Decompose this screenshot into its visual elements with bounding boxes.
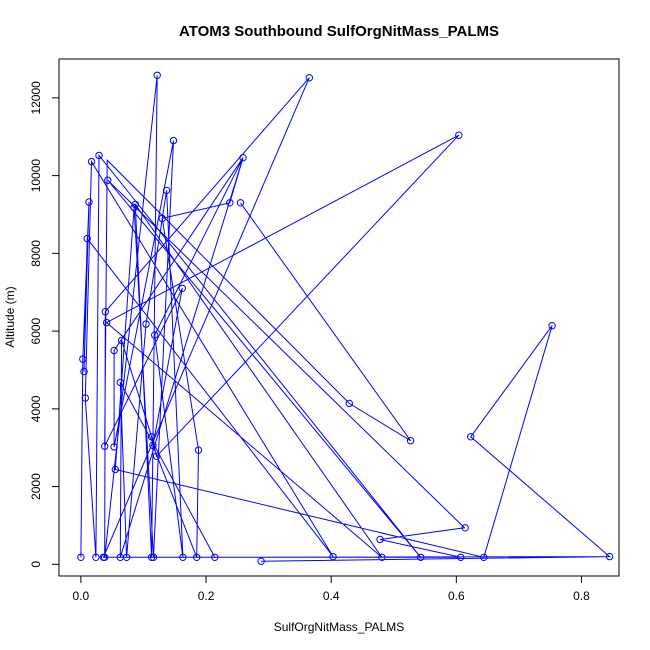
x-tick-label: 0.2 — [198, 589, 215, 603]
data-point — [461, 524, 469, 532]
data-point — [193, 553, 201, 561]
data-point — [169, 136, 178, 145]
data-point — [605, 552, 614, 561]
data-point — [455, 131, 463, 139]
data-point — [142, 320, 150, 328]
data-point — [122, 553, 131, 561]
y-tick-label: 8000 — [29, 240, 43, 267]
data-point — [457, 553, 465, 561]
data-point — [80, 367, 88, 376]
series-points — [77, 71, 614, 565]
data-point — [149, 441, 157, 450]
data-point — [111, 465, 120, 474]
data-point — [81, 394, 90, 402]
data-point — [79, 355, 87, 363]
data-point — [101, 308, 110, 316]
x-axis-label: SulfOrgNitMass_PALMS — [274, 620, 404, 634]
data-point — [95, 151, 103, 160]
data-point — [110, 443, 118, 451]
data-point — [194, 446, 203, 454]
x-tick-label: 0.6 — [448, 589, 465, 603]
data-point — [236, 199, 245, 207]
data-point — [104, 176, 112, 185]
data-point — [83, 234, 91, 243]
data-point — [101, 553, 109, 561]
data-point — [152, 452, 161, 460]
data-point — [329, 552, 337, 561]
data-point — [257, 557, 265, 565]
data-point — [147, 553, 156, 561]
data-point — [179, 553, 187, 561]
series-path — [80, 75, 611, 562]
data-point — [480, 553, 488, 561]
data-point — [239, 154, 247, 162]
y-tick-label: 4000 — [29, 395, 43, 422]
data-point — [467, 433, 475, 441]
data-point — [87, 157, 96, 166]
data-point — [548, 322, 556, 330]
data-point — [345, 399, 353, 408]
data-point — [417, 553, 425, 561]
data-point — [102, 318, 111, 327]
data-point — [378, 553, 386, 561]
data-point — [92, 553, 100, 561]
data-point — [85, 198, 93, 206]
data-point — [153, 71, 161, 80]
data-point — [406, 437, 415, 445]
x-tick-label: 0.4 — [323, 589, 340, 603]
y-axis: 0 2000 4000 6000 8000 10000 12000 — [29, 81, 60, 568]
data-point — [158, 214, 166, 223]
y-tick-label: 6000 — [29, 317, 43, 344]
chart-title: ATOM3 Southbound SulfOrgNitMass_PALMS — [179, 23, 499, 40]
data-point — [130, 203, 138, 212]
data-point — [117, 336, 126, 345]
data-point — [116, 378, 125, 387]
data-point — [101, 442, 109, 450]
y-tick-label: 12000 — [29, 81, 43, 115]
y-tick-label: 2000 — [29, 473, 43, 500]
y-tick-label: 0 — [29, 561, 43, 568]
x-axis: 0.0 0.2 0.4 0.6 0.8 — [73, 575, 590, 603]
data-point — [178, 284, 187, 292]
x-tick-label: 0.8 — [573, 589, 590, 603]
data-point — [305, 74, 313, 82]
data-point — [162, 186, 171, 195]
data-point — [110, 346, 118, 355]
data-point — [149, 553, 158, 561]
data-point — [151, 331, 159, 339]
y-axis-label: Altitude (m) — [3, 286, 17, 347]
y-tick-label: 10000 — [29, 159, 43, 193]
data-point — [226, 199, 234, 207]
data-point — [77, 553, 85, 561]
data-point — [211, 553, 219, 561]
data-point — [147, 433, 156, 441]
x-tick-label: 0.0 — [73, 589, 90, 603]
series-line — [80, 75, 611, 562]
data-point — [376, 535, 384, 544]
